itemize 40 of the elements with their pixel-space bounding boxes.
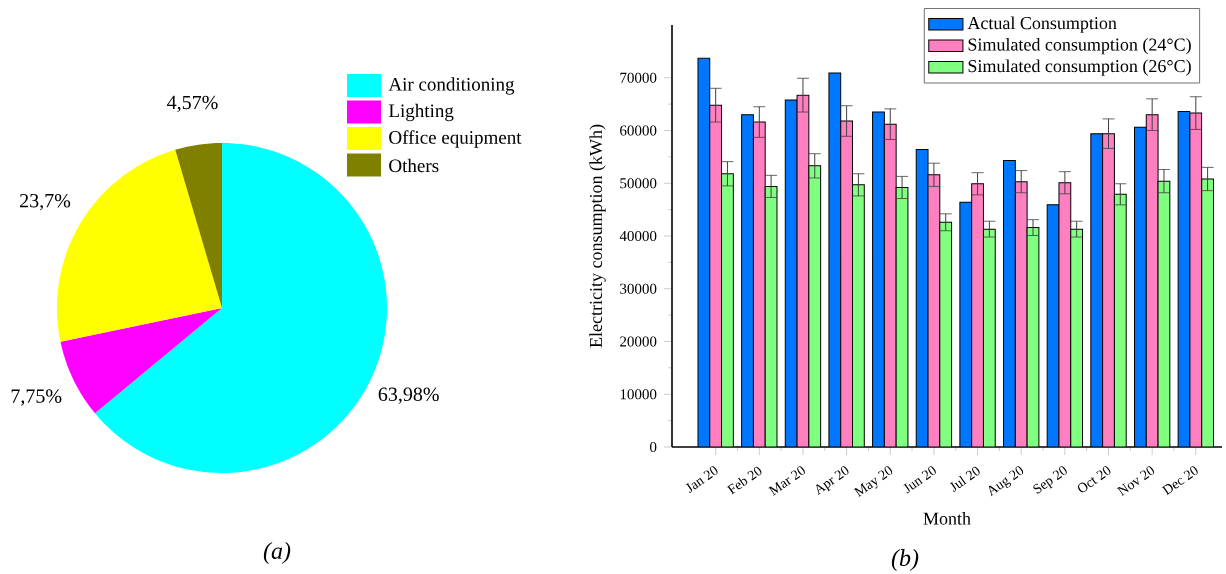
legend-label: Actual Consumption	[967, 16, 1117, 33]
legend-label: Simulated consumption (24°C)	[968, 38, 1191, 55]
bar	[872, 111, 885, 447]
x-axis-title: Month	[923, 512, 971, 525]
y-tick-label: 30000	[620, 283, 657, 294]
legend-label: Others	[389, 158, 439, 173]
bar	[1003, 160, 1016, 447]
y-tick-label: 70000	[620, 72, 657, 83]
bar	[1133, 126, 1147, 447]
x-tick-label: Aug 20	[988, 466, 1024, 497]
x-tick-label: Jul 20	[949, 466, 980, 492]
x-tick-label: Jun 20	[903, 466, 936, 494]
text: (b)	[891, 549, 919, 571]
y-tick-label: 20000	[620, 336, 657, 347]
legend-label: Simulated consumption (26°C)	[968, 59, 1191, 76]
bar	[741, 114, 754, 447]
data-label: 7,75%	[11, 389, 62, 406]
bar	[1090, 133, 1104, 447]
x-tick-label: May 20	[853, 466, 893, 497]
legend-label: Lighting	[388, 103, 454, 122]
data-label: 4,57%	[167, 95, 218, 113]
legend-label: Office equipment	[389, 130, 522, 148]
y-tick-label: 40000	[619, 230, 657, 242]
x-tick-label: Sep 20	[1033, 466, 1067, 494]
legend-label: Air conditioning	[388, 77, 515, 95]
x-tick-label: Oct 20	[1077, 466, 1111, 493]
x-tick-label: Feb 20	[726, 466, 762, 495]
y-tick-label: 10000	[620, 389, 657, 400]
text: (a)	[263, 542, 291, 564]
y-axis-title: Electricity consumption (kWh)	[589, 124, 606, 348]
x-tick-label: Apr 20	[816, 466, 849, 495]
x-tick-label: Dec 20	[1161, 466, 1198, 496]
x-tick-label: Mar 20	[768, 466, 805, 496]
x-tick-label: Jan 20	[685, 466, 718, 493]
x-tick-label: Nov 20	[1116, 466, 1155, 497]
y-tick-label: 60000	[620, 125, 657, 136]
y-tick-label: 50000	[620, 178, 657, 189]
data-label: 63,98%	[378, 387, 439, 404]
y-tick-label: 0	[650, 441, 657, 453]
data-label: 23,7%	[20, 193, 71, 211]
